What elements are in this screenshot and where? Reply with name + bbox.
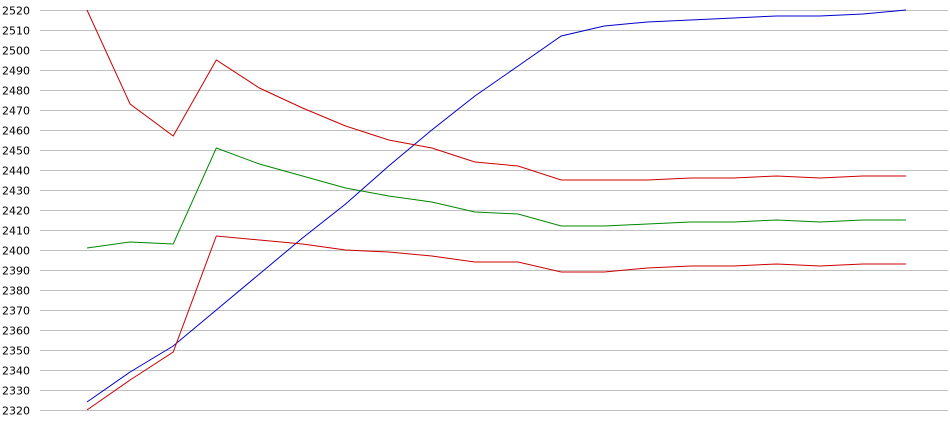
series-line-3 bbox=[86, 147, 906, 249]
y-tick-label: 2420 bbox=[2, 205, 30, 218]
y-tick-label: 2490 bbox=[2, 65, 30, 78]
series-layer bbox=[86, 9, 907, 411]
y-tick-label: 2480 bbox=[2, 85, 30, 98]
y-tick-label: 2350 bbox=[2, 345, 30, 358]
y-tick-label: 2320 bbox=[2, 405, 30, 418]
y-tick-label: 2440 bbox=[2, 165, 30, 178]
grid-layer bbox=[40, 10, 948, 411]
y-tick-label: 2340 bbox=[2, 365, 30, 378]
y-tick-label: 2430 bbox=[2, 185, 30, 198]
y-tick-label: 2400 bbox=[2, 245, 30, 258]
y-tick-label: 2460 bbox=[2, 125, 30, 138]
y-axis-ticks: 2320 2330 2340 2350 2360 2370 2380 2390 2400 2410… bbox=[2, 5, 30, 418]
series-line-4 bbox=[86, 235, 906, 411]
y-tick-label: 2410 bbox=[2, 225, 30, 238]
y-tick-label: 2500 bbox=[2, 45, 30, 58]
y-tick-label: 2520 bbox=[2, 5, 30, 18]
y-tick-label: 2390 bbox=[2, 265, 30, 278]
y-tick-label: 2370 bbox=[2, 305, 30, 318]
y-tick-label: 2470 bbox=[2, 105, 30, 118]
y-tick-label: 2510 bbox=[2, 25, 30, 38]
y-tick-label: 2330 bbox=[2, 385, 30, 398]
y-tick-label: 2360 bbox=[2, 325, 30, 338]
series-line-2 bbox=[86, 9, 906, 181]
y-tick-label: 2380 bbox=[2, 285, 30, 298]
y-tick-label: 2450 bbox=[2, 145, 30, 158]
series-line-1 bbox=[86, 9, 907, 403]
